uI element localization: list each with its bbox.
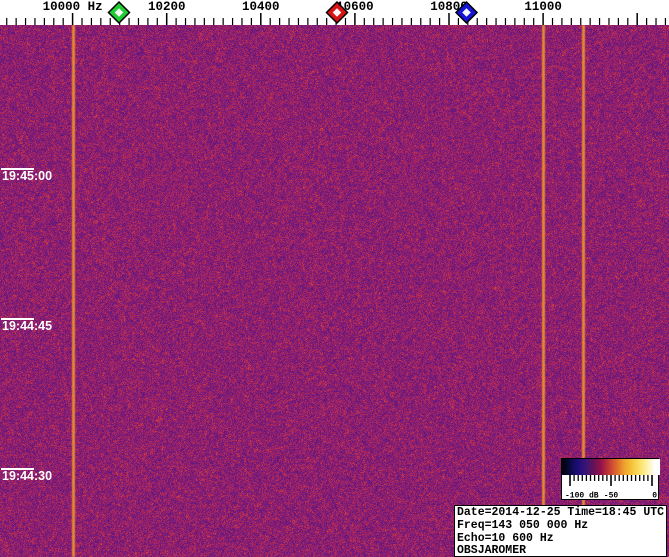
svg-text:0: 0 <box>652 492 657 501</box>
svg-text:-100 dB: -100 dB <box>565 492 599 501</box>
svg-text:-50: -50 <box>604 492 619 501</box>
